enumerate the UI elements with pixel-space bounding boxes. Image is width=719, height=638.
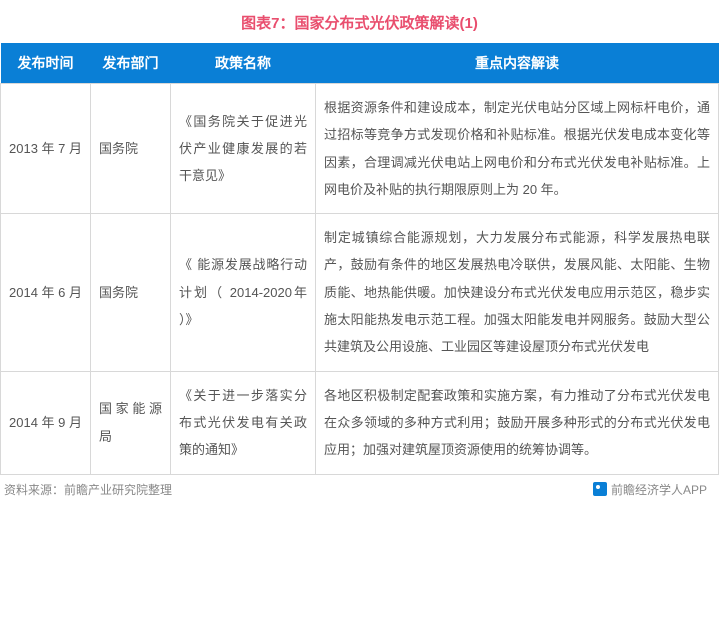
- policy-table: 发布时间 发布部门 政策名称 重点内容解读 2013 年 7 月 国务院 《国务…: [0, 43, 719, 475]
- footer: 资料来源：前瞻产业研究院整理 前瞻经济学人APP: [0, 475, 719, 498]
- qianzhan-logo-icon: [593, 482, 607, 496]
- cell-name: 《关于进一步落实分布式光伏发电有关政策的通知》: [171, 371, 316, 474]
- table-row: 2013 年 7 月 国务院 《国务院关于促进光伏产业健康发展的若干意见》 根据…: [1, 84, 719, 214]
- cell-name: 《 能源发展战略行动计划（ 2014-2020年 ）》: [171, 214, 316, 371]
- logo-text: 前瞻经济学人APP: [611, 481, 707, 498]
- cell-date: 2014 年 6 月: [1, 214, 91, 371]
- chart-title: 图表7：国家分布式光伏政策解读(1): [0, 0, 719, 43]
- cell-name: 《国务院关于促进光伏产业健康发展的若干意见》: [171, 84, 316, 214]
- table-row: 2014 年 9 月 国 家 能 源局 《关于进一步落实分布式光伏发电有关政策的…: [1, 371, 719, 474]
- cell-content: 根据资源条件和建设成本，制定光伏电站分区域上网标杆电价，通过招标等竞争方式发现价…: [316, 84, 719, 214]
- cell-content: 制定城镇综合能源规划，大力发展分布式能源，科学发展热电联产，鼓励有条件的地区发展…: [316, 214, 719, 371]
- table-body: 2013 年 7 月 国务院 《国务院关于促进光伏产业健康发展的若干意见》 根据…: [1, 84, 719, 475]
- header-dept: 发布部门: [91, 43, 171, 84]
- cell-date: 2013 年 7 月: [1, 84, 91, 214]
- cell-dept: 国 家 能 源局: [91, 371, 171, 474]
- cell-dept: 国务院: [91, 214, 171, 371]
- cell-date: 2014 年 9 月: [1, 371, 91, 474]
- header-name: 政策名称: [171, 43, 316, 84]
- table-header-row: 发布时间 发布部门 政策名称 重点内容解读: [1, 43, 719, 84]
- table-row: 2014 年 6 月 国务院 《 能源发展战略行动计划（ 2014-2020年 …: [1, 214, 719, 371]
- header-content: 重点内容解读: [316, 43, 719, 84]
- cell-content: 各地区积极制定配套政策和实施方案，有力推动了分布式光伏发电在众多领域的多种方式利…: [316, 371, 719, 474]
- source-text: 资料来源：前瞻产业研究院整理: [4, 481, 172, 498]
- cell-dept: 国务院: [91, 84, 171, 214]
- footer-logo-block: 前瞻经济学人APP: [593, 481, 707, 498]
- header-date: 发布时间: [1, 43, 91, 84]
